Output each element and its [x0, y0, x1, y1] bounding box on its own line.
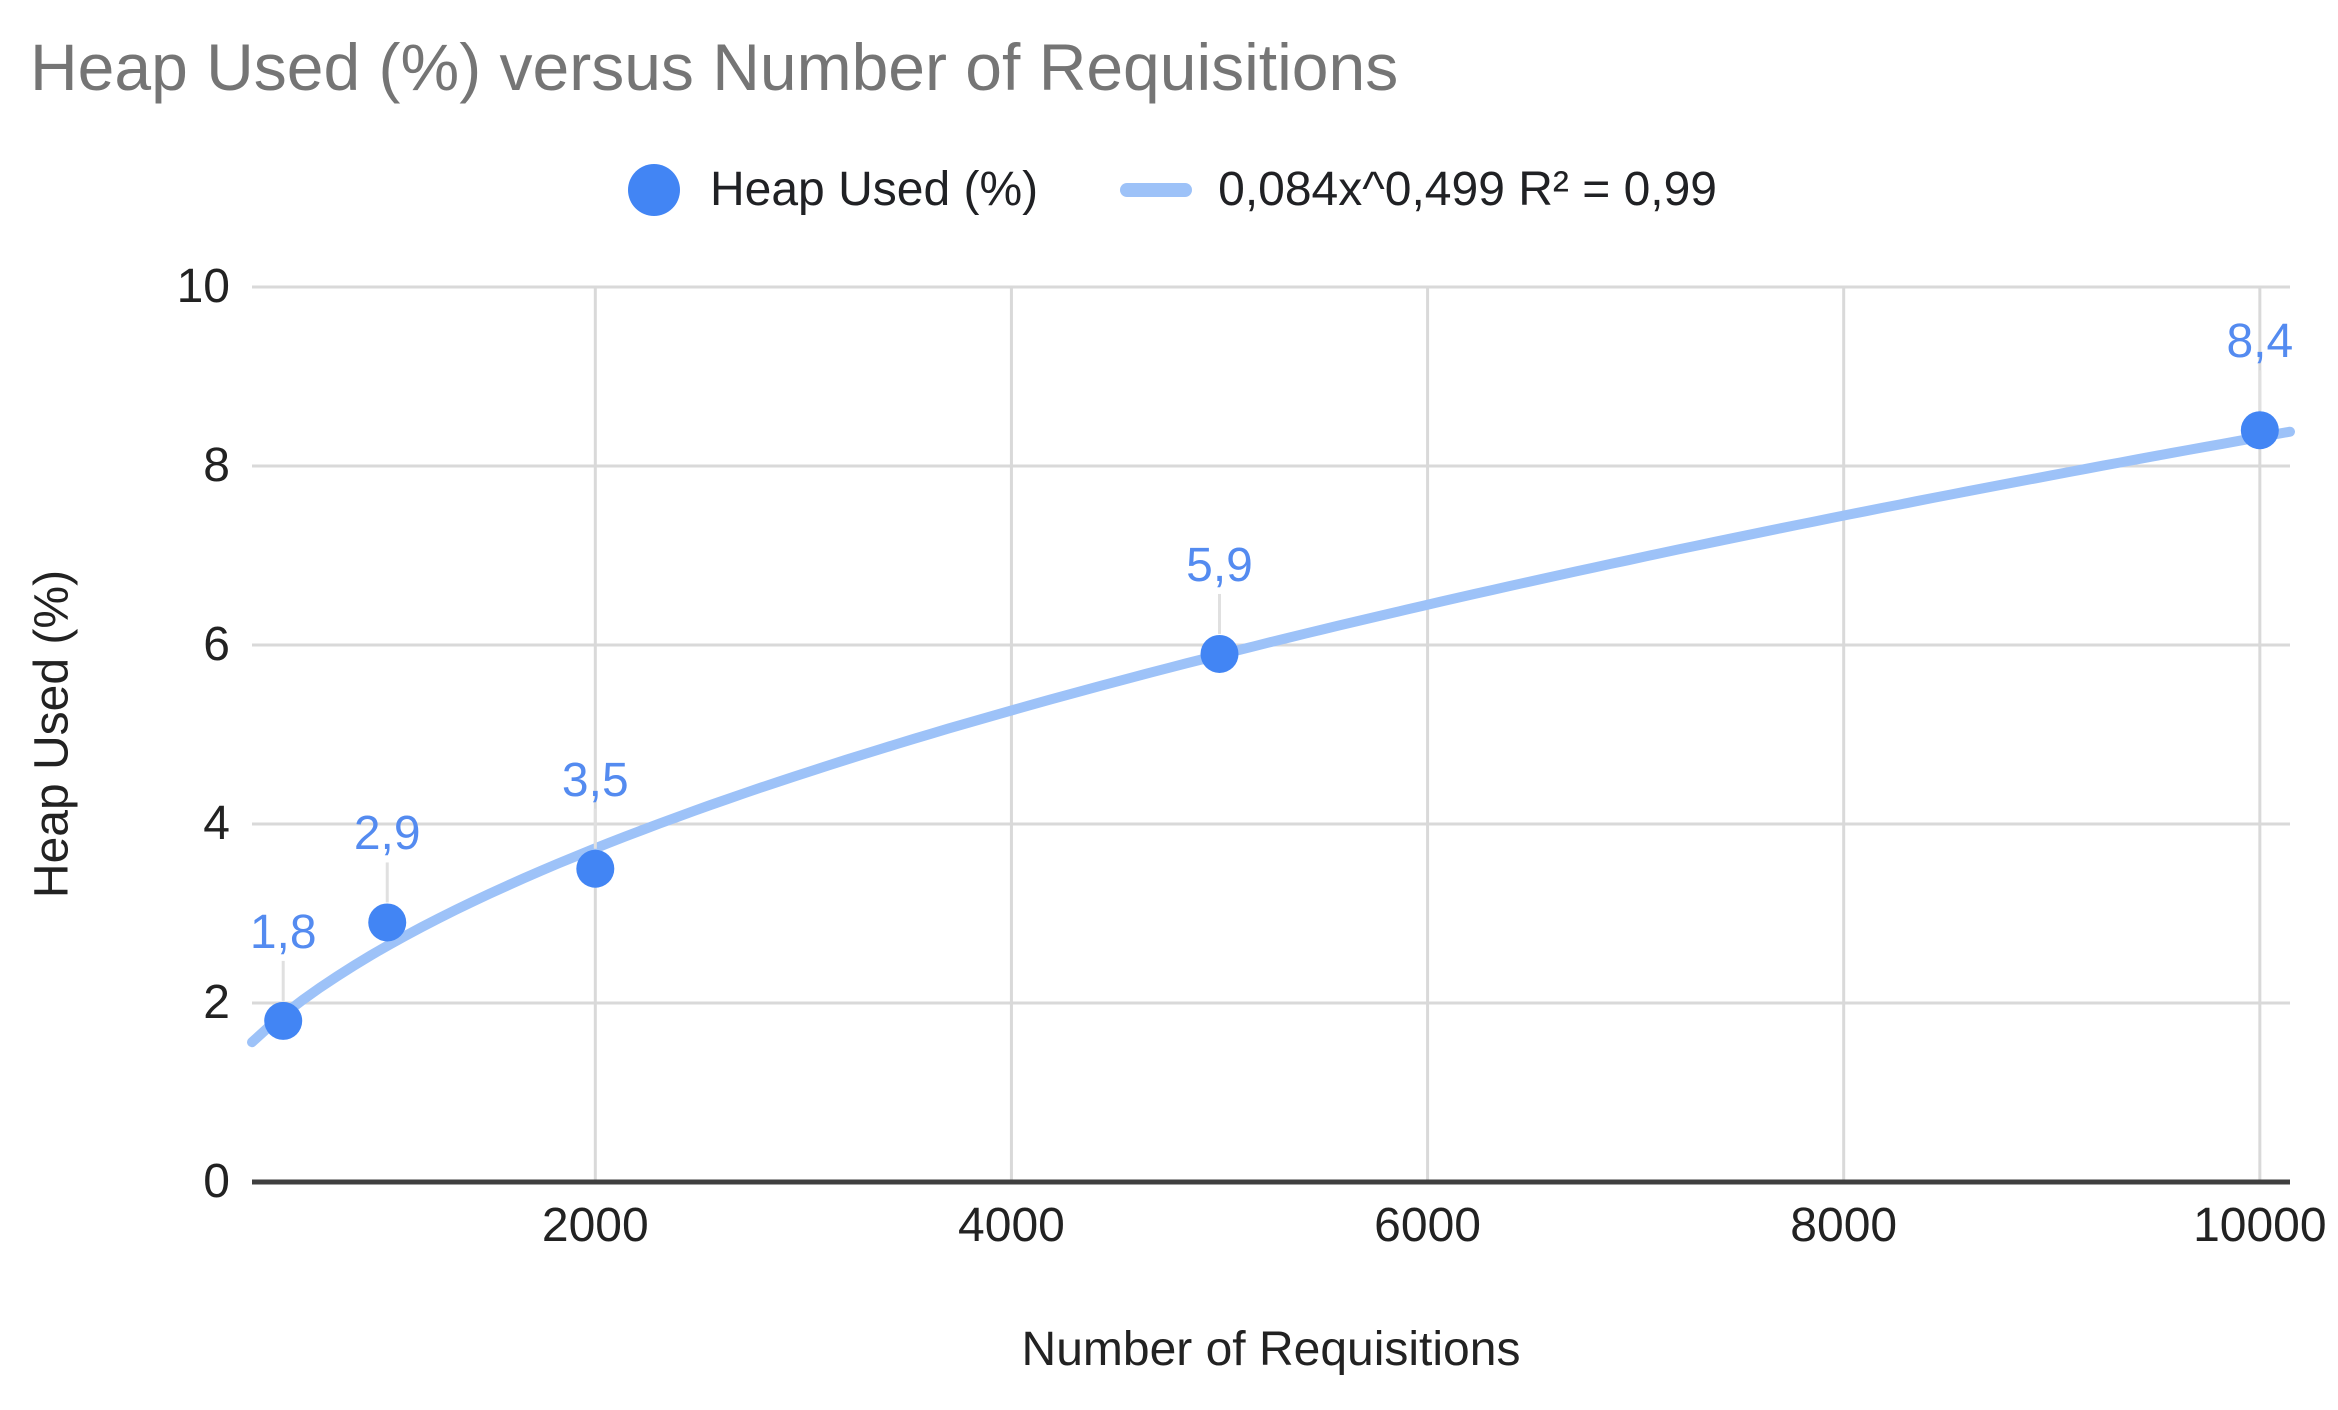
- data-point: [368, 903, 407, 942]
- chart-title: Heap Used (%) versus Number of Requisiti…: [30, 30, 1399, 104]
- x-axis-title: Number of Requisitions: [1021, 1323, 1521, 1376]
- y-axis-tick-label: 8: [203, 439, 230, 492]
- data-point-label: 3,5: [561, 753, 629, 807]
- series-legend-label: Heap Used (%): [710, 163, 1039, 216]
- data-point: [1200, 634, 1239, 673]
- x-axis-tick-label: 4000: [958, 1199, 1065, 1252]
- x-axis-tick-label: 10000: [2193, 1199, 2327, 1252]
- y-axis-tick-label: 2: [203, 976, 230, 1029]
- legend-item-trendline[interactable]: 0,084x^0,499 R² = 0,99: [1120, 164, 1717, 216]
- trendline-marker-icon: [1120, 183, 1193, 197]
- legend-item-series[interactable]: Heap Used (%): [628, 164, 1038, 216]
- legend: Heap Used (%) 0,084x^0,499 R² = 0,99: [628, 164, 1717, 216]
- y-axis-tick-label: 0: [203, 1155, 230, 1208]
- data-point-label: 2,9: [353, 807, 421, 861]
- y-axis-tick-label: 4: [203, 797, 230, 850]
- x-axis-tick-label: 8000: [1790, 1199, 1898, 1252]
- x-axis-tick-label: 6000: [1374, 1199, 1481, 1252]
- data-point: [576, 849, 615, 888]
- trendline-legend-label: 0,084x^0,499 R² = 0,99: [1218, 163, 1717, 216]
- data-point-label: 8,4: [2226, 315, 2294, 369]
- data-point-label: 5,9: [1186, 538, 1253, 592]
- data-point: [264, 1001, 303, 1040]
- trendline: [247, 426, 2295, 1048]
- y-axis-tick-label: 10: [176, 260, 230, 313]
- data-point: [2240, 411, 2279, 450]
- data-point-label: 1,8: [249, 905, 317, 959]
- y-axis-tick-label: 6: [203, 618, 230, 671]
- series-marker-icon: [628, 164, 680, 216]
- x-axis-tick-label: 2000: [541, 1199, 649, 1252]
